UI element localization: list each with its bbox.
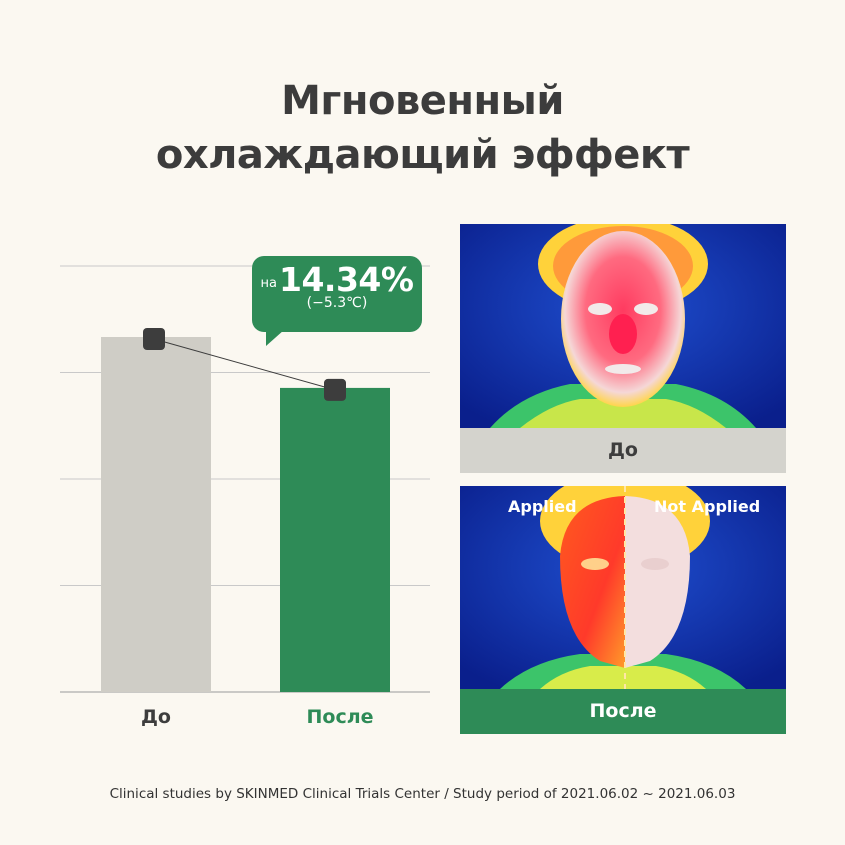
- title-line-1: Мгновенный: [281, 78, 564, 124]
- thermal-image-after: [460, 486, 786, 689]
- applied-label: Applied: [508, 497, 577, 516]
- bar-before: [101, 337, 211, 692]
- reduction-callout: на14.34% (−5.3℃): [252, 256, 422, 346]
- marker-after: [324, 378, 346, 401]
- marker-before: [143, 328, 165, 350]
- footnote: Clinical studies by SKINMED Clinical Tri…: [109, 786, 736, 802]
- category-label-after: После: [306, 706, 374, 728]
- thermal-image-before: [460, 224, 786, 428]
- thermal-panel-after: После: [460, 486, 786, 734]
- title-line-2: охлаждающий эффект: [155, 132, 690, 178]
- callout-temperature: (−5.3℃): [306, 295, 368, 311]
- panel-label-before: До: [460, 428, 786, 473]
- not-applied-label: Not Applied: [654, 497, 761, 516]
- thermal-panel-before: До: [460, 224, 786, 473]
- callout-prefix: на: [260, 276, 277, 291]
- panel-label-after: После: [460, 689, 786, 734]
- page-title: Мгновенный охлаждающий эффект: [0, 74, 845, 182]
- category-label-before: До: [141, 706, 171, 728]
- callout-value: 14.34%: [279, 260, 414, 299]
- bar-after: [280, 387, 390, 692]
- callout-tail: [266, 330, 284, 346]
- trend-line: [153, 338, 336, 391]
